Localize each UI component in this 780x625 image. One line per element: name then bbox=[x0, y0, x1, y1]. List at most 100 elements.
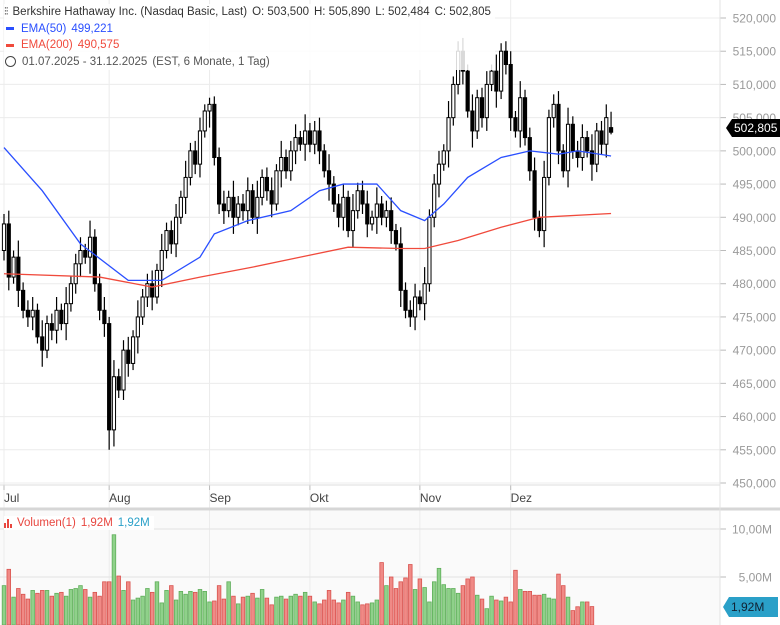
volume-bar bbox=[54, 592, 59, 625]
candle-up bbox=[178, 196, 183, 218]
candle-down bbox=[250, 190, 255, 218]
volume-bar bbox=[384, 585, 389, 625]
volume-bar bbox=[498, 600, 504, 625]
candle-up bbox=[260, 176, 265, 198]
volume-bar bbox=[25, 598, 31, 625]
candle-down bbox=[326, 170, 332, 185]
ema200-label: EMA(200) bbox=[21, 39, 73, 51]
close-value: C: 502,805 bbox=[434, 6, 491, 18]
volume-bar bbox=[188, 591, 193, 625]
candle-up bbox=[288, 150, 293, 172]
volume-bar bbox=[44, 590, 50, 625]
price-tick-label: 450,000 bbox=[733, 477, 777, 491]
volume-bar bbox=[412, 589, 418, 625]
candle-down bbox=[589, 150, 595, 165]
candle-up bbox=[207, 103, 212, 112]
volume-bar bbox=[374, 599, 380, 625]
candle-up bbox=[580, 137, 585, 159]
volume-bar bbox=[126, 581, 131, 625]
volume-bar bbox=[417, 578, 423, 625]
price-tick-label: 495,000 bbox=[733, 178, 777, 192]
volume-bar bbox=[508, 601, 513, 625]
volume-bar bbox=[532, 594, 537, 625]
candle-up bbox=[565, 123, 571, 172]
volume-bar bbox=[293, 593, 298, 625]
volume-value-2: 1,92M bbox=[117, 517, 150, 529]
candle-down bbox=[365, 203, 370, 225]
volume-bar bbox=[269, 604, 274, 625]
candle-up bbox=[135, 316, 140, 338]
volume-bar bbox=[197, 589, 203, 625]
volume-bar bbox=[207, 601, 212, 625]
legend-ema50[interactable]: EMA(50) 499,221 bbox=[4, 21, 491, 38]
candle-up bbox=[475, 97, 480, 132]
volume-bar bbox=[470, 576, 475, 625]
volume-bar bbox=[355, 601, 360, 625]
volume-bar bbox=[140, 595, 145, 625]
candle-up bbox=[173, 216, 179, 245]
price-tick-label: 520,000 bbox=[733, 12, 777, 26]
volume-bar bbox=[326, 590, 332, 625]
price-tick-label: 455,000 bbox=[733, 443, 777, 457]
candle-up bbox=[303, 130, 308, 145]
volume-bar bbox=[398, 581, 403, 625]
volume-bar bbox=[164, 590, 169, 625]
candle-up bbox=[164, 230, 169, 252]
candle-up bbox=[369, 216, 375, 225]
candle-up bbox=[64, 303, 69, 325]
volume-bar bbox=[212, 600, 217, 625]
price-tick-label: 515,000 bbox=[733, 45, 777, 59]
legend-ema200[interactable]: EMA(200) 490,575 bbox=[4, 37, 491, 54]
time-tick-label: Dez bbox=[511, 491, 532, 505]
last-volume-tag: 1,92M bbox=[723, 597, 779, 617]
volume-bar bbox=[365, 603, 370, 625]
candle-up bbox=[412, 296, 418, 318]
candle-down bbox=[608, 127, 614, 133]
volume-bar bbox=[518, 589, 523, 625]
candle-up bbox=[350, 210, 356, 232]
candle-down bbox=[599, 130, 604, 145]
volume-bar bbox=[116, 575, 121, 625]
volume-bar bbox=[20, 593, 26, 625]
candle-down bbox=[403, 289, 408, 311]
candle-down bbox=[398, 243, 403, 291]
volume-bar bbox=[183, 593, 188, 625]
candle-down bbox=[379, 203, 384, 218]
time-tick-label: Nov bbox=[420, 491, 441, 505]
time-tick-label: Sep bbox=[210, 491, 232, 505]
volume-bar bbox=[169, 585, 174, 625]
volume-bar bbox=[121, 590, 126, 625]
high-value: H: 505,890 bbox=[313, 6, 371, 18]
candle-down bbox=[217, 157, 222, 205]
price-tick-label: 490,000 bbox=[733, 211, 777, 225]
volume-bar bbox=[40, 590, 45, 625]
volume-bar bbox=[35, 592, 40, 625]
candle-down bbox=[331, 183, 336, 205]
volume-bar bbox=[11, 596, 16, 625]
volume-bar bbox=[537, 594, 542, 625]
ema50-value: 499,221 bbox=[71, 22, 113, 35]
candle-up bbox=[11, 256, 16, 278]
candle-up bbox=[159, 250, 164, 271]
volume-bar bbox=[441, 584, 446, 625]
volume-bar bbox=[264, 597, 270, 625]
price-tick-label: 465,000 bbox=[733, 377, 777, 391]
price-tick-label: 480,000 bbox=[733, 277, 777, 291]
volume-bar bbox=[274, 596, 279, 625]
candle-up bbox=[73, 263, 78, 285]
candle-down bbox=[360, 190, 365, 205]
volume-bar bbox=[341, 599, 346, 625]
candle-down bbox=[59, 309, 64, 325]
volume-bar bbox=[451, 588, 456, 625]
candle-up bbox=[183, 176, 188, 198]
ema50-swatch-icon bbox=[6, 27, 14, 31]
price-tick-label: 470,000 bbox=[733, 344, 777, 358]
volume-bar bbox=[192, 591, 198, 625]
candle-up bbox=[374, 203, 379, 218]
volume-bar bbox=[255, 597, 260, 625]
candle-down bbox=[6, 223, 11, 278]
open-value: O: 503,500 bbox=[252, 6, 309, 18]
candle-up bbox=[68, 283, 74, 305]
candle-up bbox=[551, 103, 556, 119]
